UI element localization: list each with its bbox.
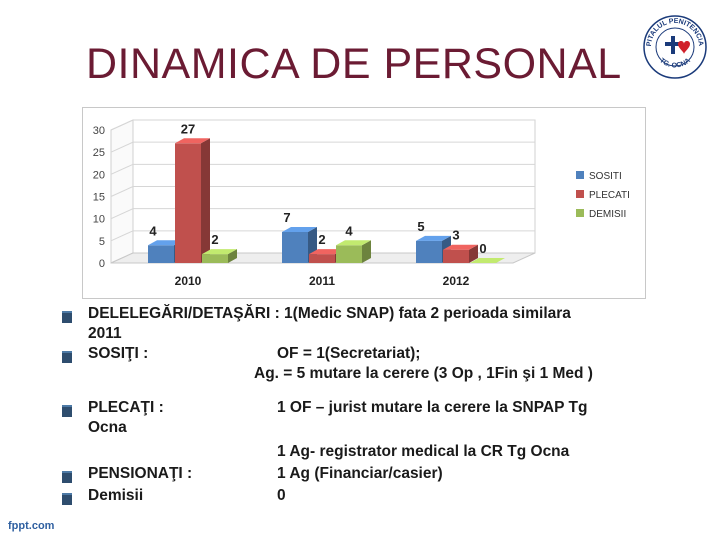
pensionati-value: 1 Ag (Financiar/casier) <box>277 465 443 482</box>
x-category-label: 2011 <box>309 274 335 288</box>
bar-plecati-2012 <box>443 249 469 263</box>
grid-line <box>110 119 535 131</box>
bullet-icon <box>62 471 72 483</box>
bar-side-plecati-2012 <box>469 244 478 263</box>
footer-brand: fppt.com <box>8 520 55 532</box>
bar-top-plecati-2012 <box>443 244 478 250</box>
logo-bottom-text: TG. OCNA <box>658 57 692 69</box>
bar-plecati-2011 <box>309 254 335 263</box>
plecati-label: PLECAŢI : <box>88 399 164 416</box>
bar-demisii-2010 <box>202 254 228 263</box>
bullet-icon <box>62 311 72 323</box>
legend-label-demisii: DEMISII <box>589 209 626 220</box>
bar-top-demisii-2011 <box>336 240 371 246</box>
pensionati-label: PENSIONAŢI : <box>88 465 193 482</box>
y-tick-label: 15 <box>93 192 105 204</box>
svg-text:TG. OCNA: TG. OCNA <box>658 57 692 69</box>
bar-top-sositi-2010 <box>148 240 183 246</box>
detasari-line: DELELEGĂRI/DETAŞĂRI : 1(Medic SNAP) fata… <box>88 305 571 322</box>
bar-sositi-2010 <box>148 245 174 263</box>
hospital-logo: SPITALUL PENITENCIAR TG. OCNA <box>642 14 707 79</box>
sositi-value: OF = 1(Secretariat); <box>277 345 421 362</box>
bar-top-sositi-2012 <box>416 235 451 241</box>
bullet-icon <box>62 351 72 363</box>
bar-side-demisii-2010 <box>228 249 237 263</box>
data-label-demisii-2012: 0 <box>479 241 486 256</box>
y-tick-label: 20 <box>93 169 105 181</box>
x-category-label: 2010 <box>175 274 202 288</box>
y-tick-label: 25 <box>93 147 105 159</box>
data-label-plecati-2012: 3 <box>452 228 459 243</box>
data-label-sositi-2011: 7 <box>283 210 290 225</box>
bar-plecati-2010 <box>175 143 201 263</box>
grid-line <box>110 141 535 153</box>
x-category-label: 2012 <box>443 274 470 288</box>
data-label-sositi-2010: 4 <box>149 223 157 238</box>
bar-top-plecati-2010 <box>175 138 210 144</box>
bar-top-sositi-2011 <box>282 226 317 232</box>
bar-sositi-2011 <box>282 231 308 263</box>
legend-label-plecati: PLECATI <box>589 190 630 201</box>
demisii-value: 0 <box>277 487 286 504</box>
demisii-label: Demisii <box>88 487 144 504</box>
legend-swatch-plecati <box>576 190 584 198</box>
y-tick-label: 0 <box>99 258 105 270</box>
plecati-label-cont: Ocna <box>88 419 127 436</box>
y-tick-label: 30 <box>93 125 105 137</box>
personnel-bar-chart: 0510152025304272201072420115302012SOSITI… <box>93 119 630 288</box>
grid-line <box>110 186 535 197</box>
chart-panel: 0 5 10 15 20 25 30 4 27 2 2010 7 2 4 2011 5 3 0 2012 SOSITI… <box>82 107 646 299</box>
bar-sositi-2012 <box>416 240 442 263</box>
data-label-plecati-2011: 2 <box>318 232 325 247</box>
plecati-value: 1 OF – jurist mutare la cerere la SNPAP … <box>277 399 588 416</box>
legend-label-sositi: SOSITI <box>589 171 622 182</box>
heart-cross-seal-icon <box>665 36 690 54</box>
bullet-icon <box>62 493 72 505</box>
grid-line <box>110 208 535 220</box>
detasari-line-cont: 2011 <box>88 325 122 342</box>
data-label-demisii-2011: 4 <box>345 223 353 238</box>
bar-side-plecati-2010 <box>201 138 210 263</box>
y-tick-label: 5 <box>99 236 105 248</box>
legend-swatch-demisii <box>576 209 584 217</box>
bar-top-demisii-2012 <box>470 258 505 263</box>
data-label-demisii-2010: 2 <box>211 232 218 247</box>
data-label-plecati-2010: 27 <box>181 121 195 136</box>
bullet-icon <box>62 405 72 417</box>
bar-demisii-2011 <box>336 245 362 263</box>
bar-top-plecati-2011 <box>309 249 344 255</box>
sositi-value-cont: Ag. = 5 mutare la cerere (3 Op , 1Fin şi… <box>254 365 593 382</box>
sositi-label: SOSIŢI : <box>88 345 149 362</box>
bar-top-demisii-2010 <box>202 249 237 255</box>
plecati-value-cont: 1 Ag- registrator medical la CR Tg Ocna <box>277 443 570 460</box>
grid-line <box>110 230 535 242</box>
grid-line <box>110 163 535 175</box>
y-tick-label: 10 <box>93 214 105 226</box>
legend-swatch-sositi <box>576 171 584 179</box>
bar-side-demisii-2011 <box>362 240 371 263</box>
slide-title: DINAMICA DE PERSONAL <box>86 40 622 88</box>
data-label-sositi-2012: 5 <box>417 219 424 234</box>
